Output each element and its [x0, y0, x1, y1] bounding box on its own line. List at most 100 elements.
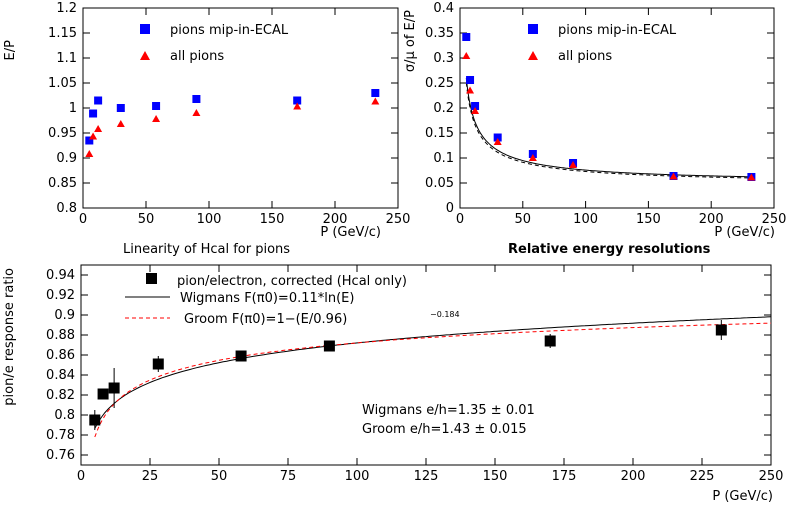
- legend-marker-mip-in-ecal: [140, 24, 150, 34]
- linearity-ytick-label: 0.95: [48, 126, 77, 141]
- ratio-xlabel: P (GeV/c): [712, 489, 773, 504]
- resolution-fit-curve-0: [466, 78, 751, 177]
- resolution-ytick-label: 0.15: [425, 126, 454, 141]
- linearity-ytick-label: 1.1: [56, 51, 77, 66]
- linearity-point-series0: [117, 104, 125, 112]
- linearity-xtick-label: 150: [260, 212, 285, 227]
- annotation-groom-eh: Groom e/h=1.43 ± 0.015: [362, 422, 527, 437]
- ratio-xtick-label: 75: [280, 469, 297, 484]
- resolution-ytick-label: 0.4: [433, 1, 454, 16]
- linearity-ytick-label: 1: [69, 101, 77, 116]
- ratio-xtick-label: 0: [77, 469, 85, 484]
- linearity-ytick-label: 1.15: [48, 26, 77, 41]
- ratio-point-series0: [89, 415, 100, 426]
- ratio-ytick-label: 0.88: [46, 328, 75, 343]
- linearity-point-series0: [152, 102, 160, 110]
- ratio-point-series0: [236, 351, 247, 362]
- linearity-ytick-label: 1.05: [48, 76, 77, 91]
- linearity-point-series0: [94, 97, 102, 105]
- legend-marker-pion-electron: [146, 273, 157, 284]
- ratio-panel: 0 25 50 75 100 125 150 175 200 225 2500.760.780.80…: [2, 265, 783, 504]
- resolution-panel: 0 50 100 150 200 250 0 0.05 0.1 0.15 0.2 0.25 0.3 0.3…: [403, 1, 786, 257]
- linearity-xtick-label: 250: [386, 212, 411, 227]
- ratio-point-series0: [324, 341, 335, 352]
- legend-marker-mip-in-ecal-2: [528, 24, 538, 34]
- resolution-ytick-label: 0: [446, 201, 454, 216]
- resolution-point-series1: [462, 52, 470, 59]
- linearity-caption: Linearity of Hcal for pions: [123, 242, 290, 257]
- ratio-ytick-label: 0.94: [46, 268, 75, 283]
- resolution-ylabel: σ/μ of E/P: [403, 10, 418, 72]
- linearity-point-series1: [152, 115, 160, 122]
- ratio-xtick-label: 225: [690, 469, 715, 484]
- ratio-ylabel: pion/e response ratio: [2, 268, 17, 406]
- linearity-point-series1: [85, 150, 93, 157]
- ratio-xtick-label: 125: [414, 469, 439, 484]
- ratio-xtick-label: 250: [759, 469, 784, 484]
- legend-label-pion-electron: pion/electron, corrected (Hcal only): [177, 274, 407, 289]
- ratio-xtick-label: 150: [483, 469, 508, 484]
- linearity-xlabel: P (GeV/c): [320, 225, 381, 240]
- ratio-ytick-label: 0.9: [54, 308, 75, 323]
- resolution-xtick-label: 100: [573, 212, 598, 227]
- resolution-plot-frame: [460, 8, 774, 208]
- resolution-ytick-label: 0.25: [425, 76, 454, 91]
- linearity-marks: [85, 89, 379, 157]
- linearity-point-series1: [192, 109, 200, 116]
- ratio-point-series0: [716, 325, 727, 336]
- linearity-xtick-label: 0: [79, 212, 87, 227]
- linearity-plot-frame: [83, 8, 398, 208]
- legend-label-wigmans: Wigmans F(π0)=0.11*ln(E): [180, 291, 354, 306]
- ratio-model-curve-groom: [95, 323, 771, 437]
- resolution-xlabel: P (GeV/c): [714, 225, 775, 240]
- legend-label-groom: Groom F(π0)=1−(E/0.96): [184, 312, 347, 327]
- linearity-point-series1: [89, 133, 97, 140]
- resolution-ytick-label: 0.35: [425, 26, 454, 41]
- linearity-point-series1: [371, 98, 379, 105]
- ratio-xtick-label: 200: [621, 469, 646, 484]
- linearity-point-series0: [192, 95, 200, 103]
- resolution-ytick-label: 0.1: [433, 151, 454, 166]
- resolution-caption: Relative energy resolutions: [508, 242, 711, 257]
- ratio-xtick-label: 50: [211, 469, 228, 484]
- ratio-xtick-label: 25: [142, 469, 159, 484]
- resolution-ytick-label: 0.3: [433, 51, 454, 66]
- ratio-point-series0: [98, 389, 109, 400]
- ratio-ytick-label: 0.76: [46, 448, 75, 463]
- legend-label-all-pions-2: all pions: [558, 49, 612, 64]
- legend-marker-all-pions-2: [528, 51, 538, 60]
- ratio-ytick-label: 0.8: [54, 408, 75, 423]
- ratio-axes: 0 25 50 75 100 125 150 175 200 225 250 0.76 0.78 0.8 0…: [46, 265, 783, 484]
- linearity-point-series1: [117, 120, 125, 127]
- linearity-point-series1: [94, 125, 102, 132]
- resolution-point-series0: [466, 76, 474, 84]
- linearity-panel: 0 50 100 150 200 250 0.8 0.85 0.9 0.95 1 1.05 1.1 1.1…: [3, 1, 410, 257]
- ratio-ytick-label: 0.92: [46, 288, 75, 303]
- resolution-xtick-label: 150: [636, 212, 661, 227]
- linearity-ytick-label: 0.9: [56, 151, 77, 166]
- ratio-ytick-label: 0.78: [46, 428, 75, 443]
- legend-groom-exponent: −0.184: [430, 310, 460, 319]
- resolution-ytick-label: 0.2: [433, 101, 454, 116]
- ratio-point-series0: [153, 359, 164, 370]
- resolution-xtick-label: 0: [456, 212, 464, 227]
- linearity-ylabel: E/P: [3, 40, 18, 61]
- linearity-point-series0: [89, 110, 97, 118]
- linearity-xtick-label: 100: [197, 212, 222, 227]
- linearity-legend: pions mip-in-ECAL all pions: [140, 23, 289, 64]
- legend-marker-all-pions: [140, 51, 150, 60]
- ratio-legend: pion/electron, corrected (Hcal only) Wig…: [125, 273, 460, 327]
- ratio-xtick-label: 175: [552, 469, 577, 484]
- linearity-point-series0: [371, 89, 379, 97]
- ratio-point-series0: [109, 383, 120, 394]
- annotation-wigmans-eh: Wigmans e/h=1.35 ± 0.01: [362, 403, 535, 418]
- resolution-ytick-label: 0.05: [425, 176, 454, 191]
- ratio-marks: [89, 317, 771, 437]
- linearity-ytick-label: 0.85: [48, 176, 77, 191]
- legend-label-mip-in-ecal-2: pions mip-in-ECAL: [558, 23, 677, 38]
- linearity-xtick-label: 50: [138, 212, 155, 227]
- resolution-legend: pions mip-in-ECAL all pions: [528, 23, 677, 64]
- ratio-point-series0: [545, 336, 556, 347]
- resolution-xtick-label: 50: [515, 212, 532, 227]
